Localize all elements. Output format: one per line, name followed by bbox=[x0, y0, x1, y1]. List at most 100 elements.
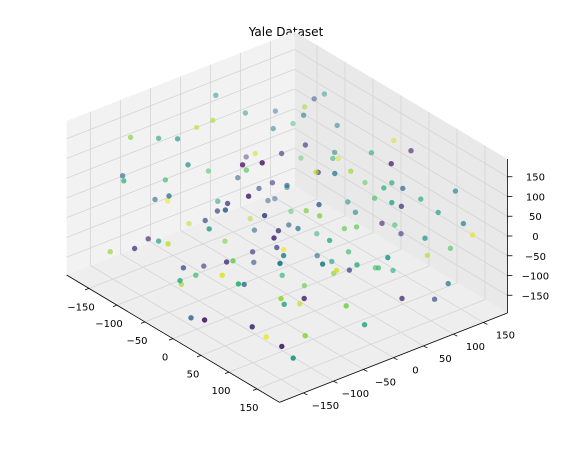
data-point bbox=[286, 222, 292, 228]
data-point bbox=[301, 282, 308, 289]
data-point bbox=[348, 168, 354, 174]
data-point bbox=[193, 272, 199, 278]
data-point bbox=[313, 169, 319, 175]
data-point bbox=[222, 238, 228, 244]
data-point bbox=[269, 180, 276, 186]
grid-line-z-side bbox=[294, 147, 508, 276]
data-point bbox=[431, 296, 438, 302]
x-tick-label: 100 bbox=[211, 386, 230, 397]
data-point bbox=[243, 154, 249, 160]
data-point bbox=[131, 245, 138, 252]
data-point bbox=[252, 150, 258, 157]
data-point bbox=[152, 196, 158, 203]
data-point bbox=[375, 265, 382, 271]
y-tick-mark bbox=[423, 345, 428, 349]
data-point bbox=[259, 160, 265, 166]
data-point bbox=[331, 149, 338, 156]
data-point bbox=[265, 197, 271, 204]
data-point bbox=[155, 238, 162, 244]
axis-lines bbox=[66, 158, 513, 403]
data-point bbox=[303, 208, 309, 214]
grid-line-z-side bbox=[294, 49, 508, 178]
x-tick-mark bbox=[140, 321, 146, 324]
data-point bbox=[398, 203, 405, 209]
data-point bbox=[202, 217, 208, 224]
x-tick-mark bbox=[84, 288, 90, 291]
data-point bbox=[452, 188, 459, 194]
z-tick-label: −150 bbox=[522, 291, 549, 302]
x-tick-label: 0 bbox=[162, 353, 168, 364]
x-tick-mark bbox=[168, 338, 174, 341]
data-point bbox=[295, 225, 301, 232]
y-tick-label: 100 bbox=[466, 342, 485, 353]
x-tick-mark bbox=[224, 371, 230, 375]
data-point bbox=[215, 198, 221, 204]
x-tick-mark bbox=[196, 355, 202, 358]
y-tick-mark bbox=[363, 369, 368, 372]
z-tick-label: 100 bbox=[526, 193, 545, 204]
chart-title: Yale Dataset bbox=[248, 25, 324, 39]
data-points bbox=[107, 91, 476, 361]
data-point bbox=[298, 155, 304, 161]
data-point bbox=[341, 225, 348, 232]
y-tick-label: 0 bbox=[412, 366, 418, 377]
data-point bbox=[398, 231, 404, 237]
data-point bbox=[119, 173, 126, 179]
y-tick-label: 50 bbox=[439, 354, 452, 365]
z-tick-label: 150 bbox=[526, 173, 545, 184]
z-tick-label: −50 bbox=[525, 252, 546, 263]
x-tick-label: 50 bbox=[187, 369, 200, 380]
data-point bbox=[390, 267, 396, 274]
grid-line-y-floor bbox=[120, 253, 334, 382]
y-tick-mark bbox=[453, 333, 458, 337]
data-point bbox=[201, 263, 207, 269]
data-point bbox=[469, 232, 476, 238]
grid-line-z-back bbox=[66, 68, 295, 159]
x-tick-label: −150 bbox=[67, 302, 94, 313]
data-point bbox=[214, 208, 221, 214]
data-point bbox=[188, 315, 194, 321]
data-point bbox=[162, 177, 169, 183]
data-point bbox=[333, 267, 340, 274]
data-point bbox=[272, 196, 278, 202]
data-point bbox=[345, 249, 352, 255]
data-point bbox=[174, 136, 181, 142]
data-point bbox=[435, 209, 441, 216]
data-point bbox=[301, 295, 307, 302]
grid-line-y-floor bbox=[270, 194, 484, 323]
data-point bbox=[391, 137, 397, 144]
data-point bbox=[280, 252, 287, 259]
data-point bbox=[381, 185, 387, 191]
data-point bbox=[166, 193, 172, 199]
data-point bbox=[284, 182, 290, 189]
data-point bbox=[242, 110, 249, 116]
data-point bbox=[314, 253, 320, 259]
data-point bbox=[400, 185, 406, 192]
data-point bbox=[230, 258, 236, 264]
y-tick-mark bbox=[303, 392, 308, 396]
data-point bbox=[249, 324, 255, 330]
grid-line-z-back bbox=[66, 88, 295, 179]
data-point bbox=[334, 122, 340, 129]
x-tick-mark bbox=[112, 304, 118, 308]
y-tick-mark bbox=[483, 322, 488, 325]
data-point bbox=[249, 249, 256, 255]
data-point bbox=[326, 237, 333, 244]
grid-lines bbox=[66, 41, 508, 394]
grid-line-z-back bbox=[66, 147, 295, 238]
data-point bbox=[362, 179, 368, 186]
data-point bbox=[389, 199, 395, 206]
data-point bbox=[235, 281, 242, 287]
data-point bbox=[389, 180, 395, 186]
data-point bbox=[239, 162, 246, 168]
data-point bbox=[332, 170, 338, 177]
data-point bbox=[316, 213, 323, 219]
z-tick-label: 50 bbox=[529, 212, 542, 223]
grid-line-z-side bbox=[294, 108, 508, 237]
data-point bbox=[271, 235, 277, 241]
data-point bbox=[385, 254, 391, 261]
data-point bbox=[345, 199, 351, 205]
data-point bbox=[279, 272, 285, 278]
y-tick-label: 150 bbox=[496, 330, 515, 341]
